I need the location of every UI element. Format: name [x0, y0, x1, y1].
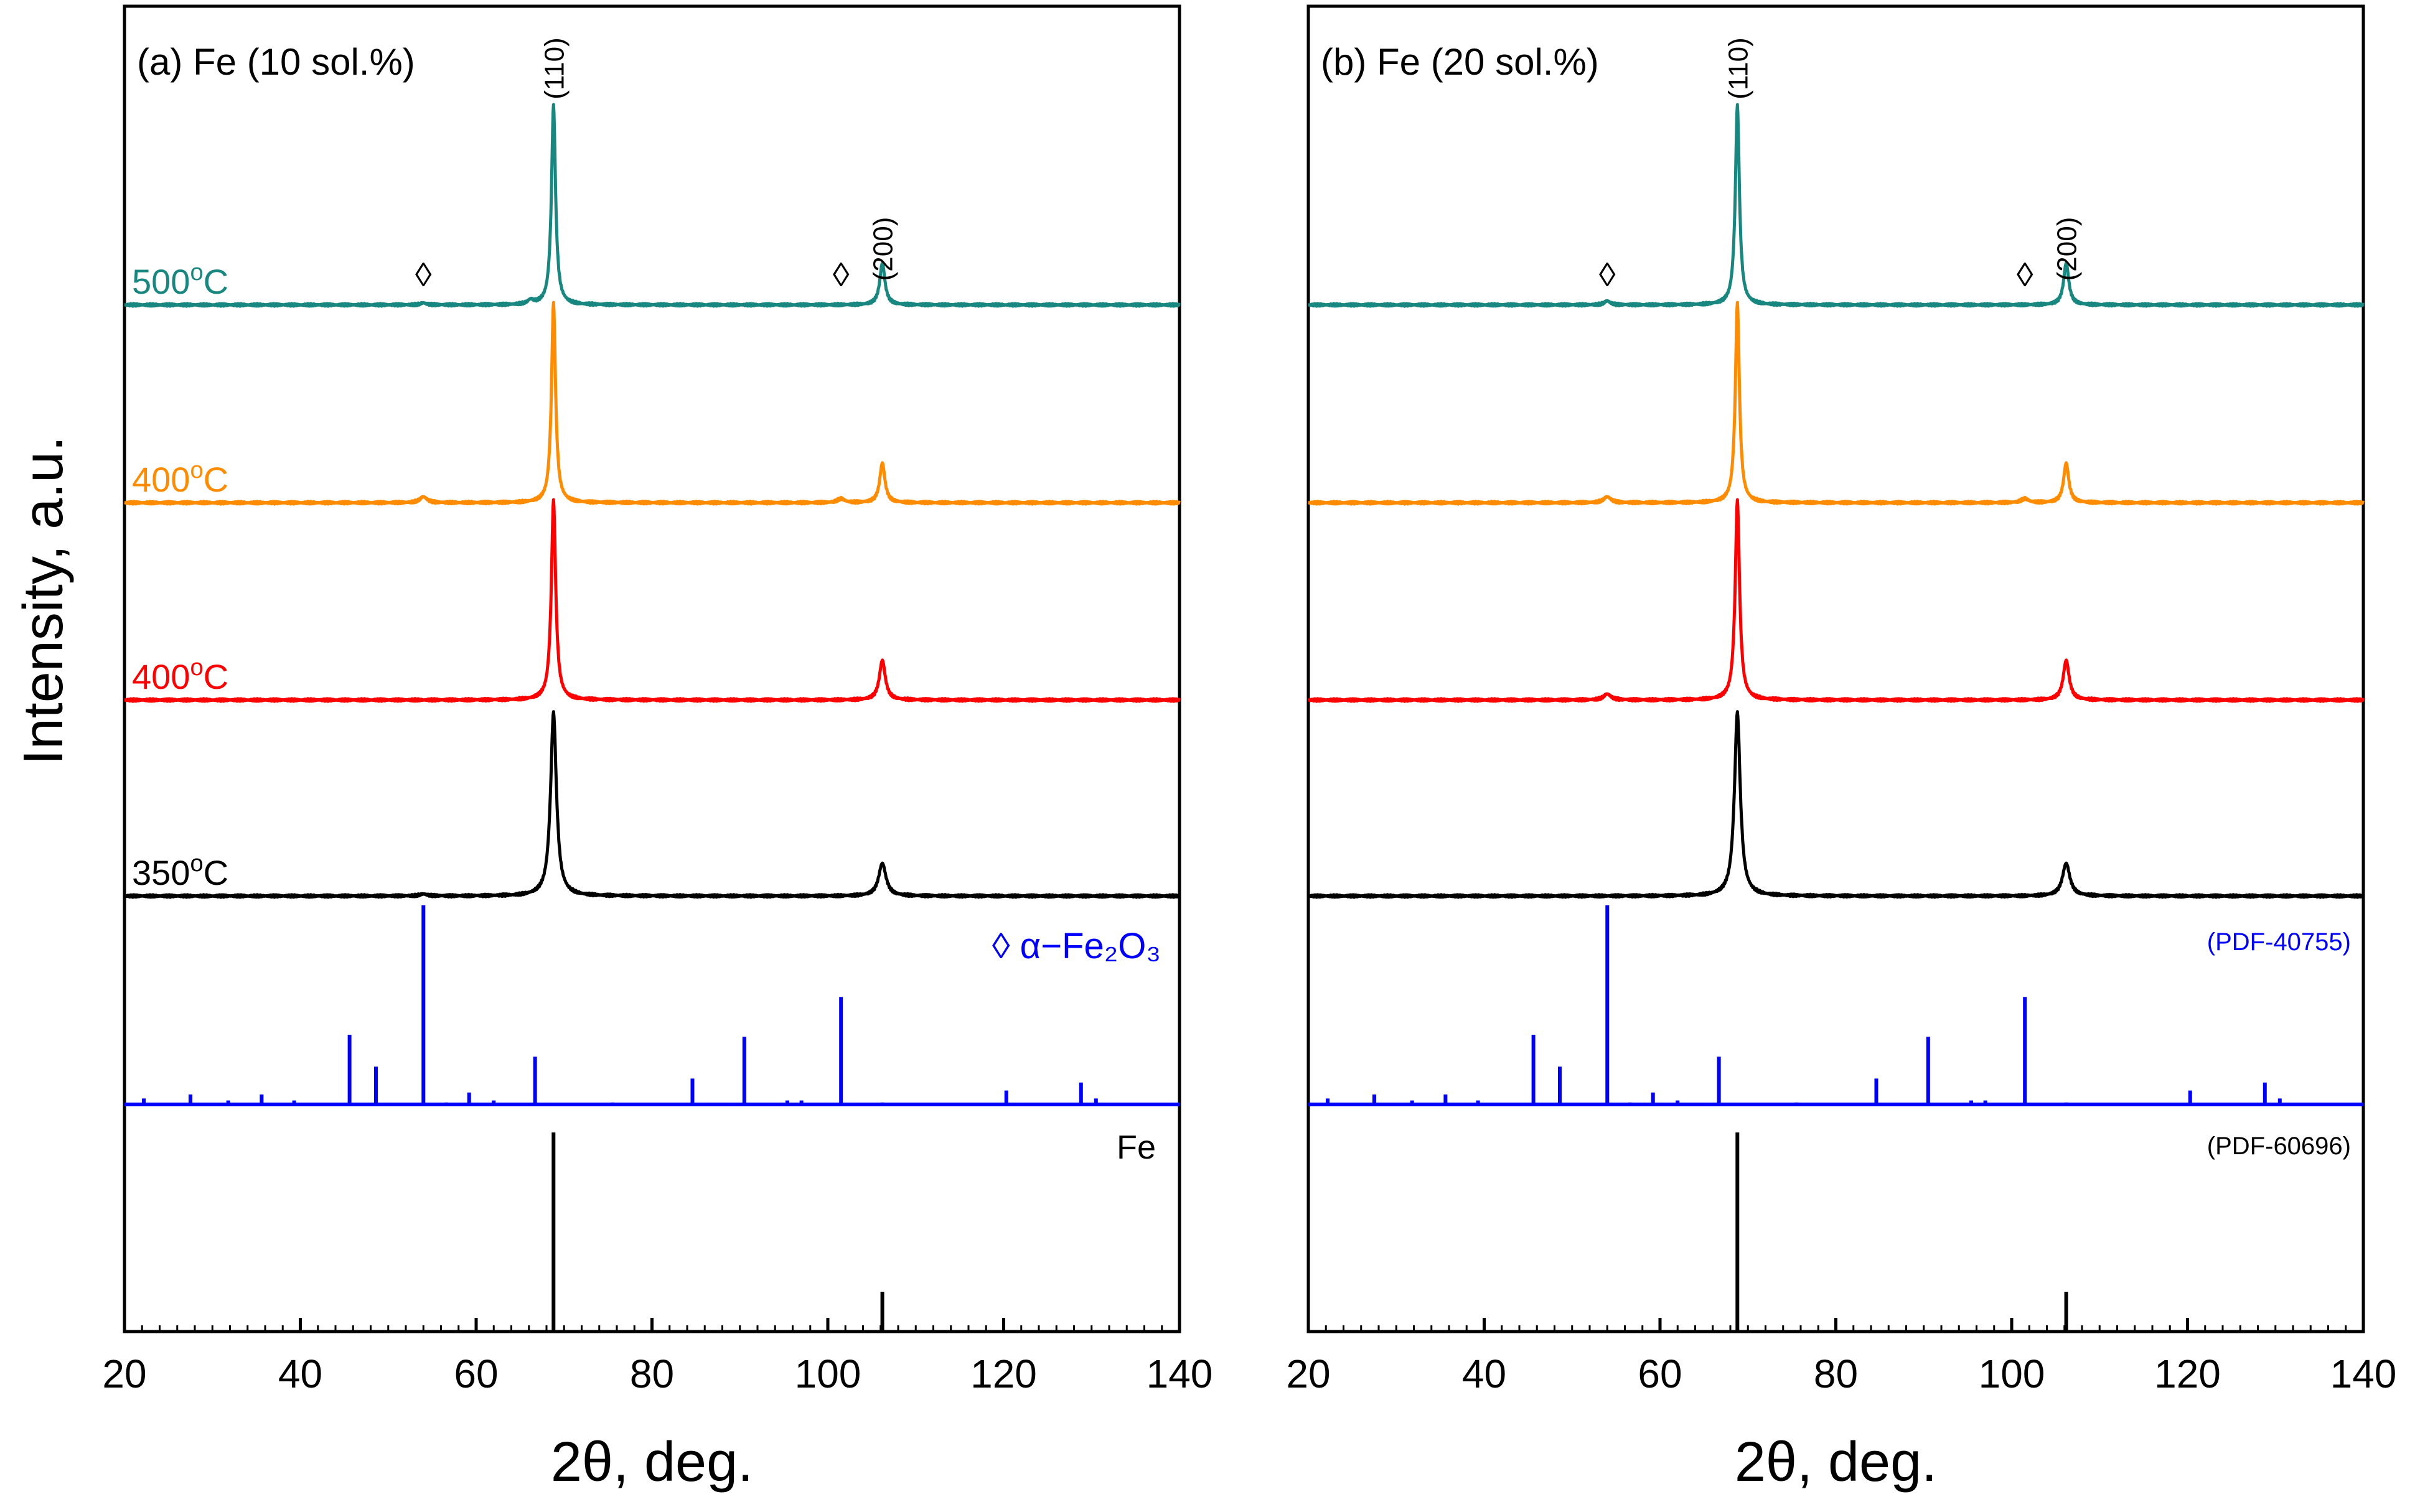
iron-pdf-label: (PDF-60696): [2207, 1132, 2351, 1160]
series-label-value: 500: [132, 262, 190, 301]
series-label-value: 350: [132, 853, 190, 892]
peak-label-110: (110): [1723, 37, 1753, 99]
panel-b: ◊ ◊ (110) (200) (PDF-40755) (PDF-60696) (b) Fe…: [1286, 4, 2397, 1493]
x-tick-label: 80: [1814, 1351, 1858, 1396]
series-line-2: [1307, 301, 2365, 506]
x-axis-label: 2θ, deg.: [1735, 1431, 1937, 1493]
series-label-value: 400: [132, 460, 190, 499]
hematite-legend-marker: ◊: [992, 926, 1020, 966]
series-label-degree: o: [190, 259, 203, 286]
hematite-legend-label: α−Fe₂O₃: [1020, 926, 1161, 966]
iron-legend: Fe: [1117, 1129, 1156, 1166]
hematite-marker-2: ◊: [833, 256, 850, 294]
series-label-degree: o: [190, 457, 203, 483]
y-axis-label: Intensity, a.u.: [12, 436, 75, 765]
x-tick-label: 60: [1638, 1351, 1682, 1396]
x-tick-label: 80: [630, 1351, 674, 1396]
series-label-degree: o: [190, 655, 203, 681]
x-tick-label: 140: [2330, 1351, 2397, 1396]
series-label-unit: C: [204, 657, 228, 696]
peak-label-200: (200): [868, 217, 899, 281]
x-axis-label: 2θ, deg.: [551, 1431, 753, 1493]
hematite-pdf-label: (PDF-40755): [2207, 928, 2351, 956]
series-label-degree: o: [190, 851, 203, 877]
hematite-legend: ◊ α−Fe₂O₃: [992, 926, 1161, 966]
series-label-value: 400: [132, 657, 190, 696]
hematite-marker-1: ◊: [415, 256, 432, 294]
x-tick-label: 20: [1286, 1351, 1330, 1396]
x-tick-label: 20: [102, 1351, 146, 1396]
x-tick-label: 120: [970, 1351, 1037, 1396]
peak-label-110: (110): [539, 37, 570, 99]
x-tick-label: 140: [1147, 1351, 1213, 1396]
series-label-4: 350oC: [132, 851, 228, 892]
series-label-1: 500oC: [132, 259, 228, 301]
hematite-marker-1: ◊: [1599, 256, 1616, 294]
x-tick-label: 40: [278, 1351, 322, 1396]
plot-frame: [123, 4, 1181, 1333]
series-line-4: [123, 710, 1181, 899]
x-tick-label: 60: [454, 1351, 498, 1396]
series-label-3: 400oC: [132, 655, 228, 696]
x-tick-label: 120: [2154, 1351, 2221, 1396]
plot-frame: [1306, 4, 2365, 1333]
series-label-2: 400oC: [132, 457, 228, 499]
series-label-unit: C: [204, 460, 228, 499]
series-line-3: [123, 498, 1181, 703]
series-label-unit: C: [204, 262, 228, 301]
x-tick-label: 40: [1462, 1351, 1506, 1396]
panel-title: (a) Fe (10 sol.%): [137, 41, 415, 83]
peak-label-200: (200): [2052, 217, 2083, 281]
series-line-2: [123, 301, 1181, 506]
series-line-1: [1307, 103, 2365, 308]
series-label-unit: C: [204, 853, 228, 892]
series-line-4: [1307, 710, 2365, 899]
x-tick-label: 100: [1979, 1351, 2045, 1396]
hematite-marker-2: ◊: [2017, 256, 2033, 294]
x-tick-label: 100: [795, 1351, 861, 1396]
series-line-3: [1307, 498, 2365, 703]
series-line-1: [123, 103, 1181, 308]
panel-title: (b) Fe (20 sol.%): [1321, 41, 1599, 83]
